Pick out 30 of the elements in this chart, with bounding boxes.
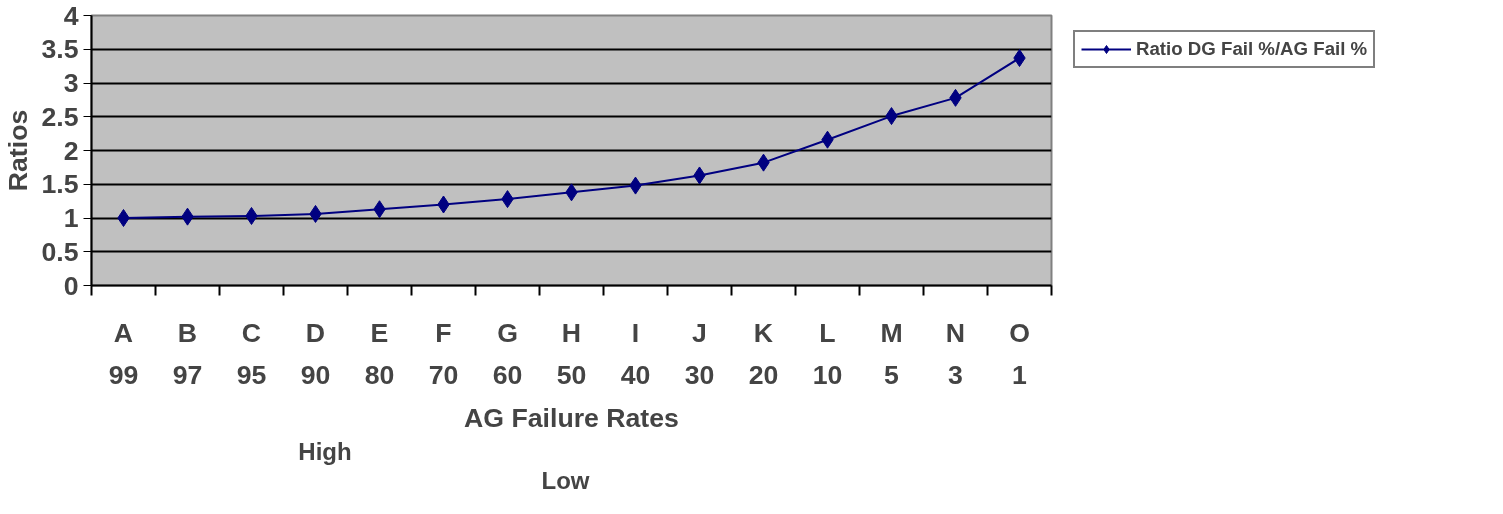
x-tick-label: L 10 xyxy=(812,317,843,390)
x-tick-label: G 60 xyxy=(492,317,523,390)
y-axis-title: Ratios xyxy=(3,109,34,192)
x-tick-label: A 99 xyxy=(108,317,139,390)
x-tick-label: N 3 xyxy=(945,317,966,390)
x-tick-label: I 40 xyxy=(620,317,651,390)
x-tick-label: F 70 xyxy=(428,317,459,390)
x-tick-label: D 90 xyxy=(300,317,331,390)
y-tick-label: 0 xyxy=(63,270,79,301)
x-tick-label: H 50 xyxy=(556,317,587,390)
x-tick-label: C 95 xyxy=(236,317,267,390)
x-tick-label: E 80 xyxy=(364,317,395,390)
x-axis-title: AG Failure Rates xyxy=(464,402,679,433)
legend-label: Ratio DG Fail %/AG Fail % xyxy=(1136,37,1368,60)
x-tick-label: O 1 xyxy=(1009,317,1030,390)
y-tick-label: 0.5 xyxy=(41,236,79,267)
y-tick-label: 3.5 xyxy=(41,34,79,65)
point xyxy=(117,209,130,227)
text: High xyxy=(298,437,352,465)
x-tick-label: B 97 xyxy=(172,317,203,390)
y-tick-label: 1 xyxy=(63,203,79,233)
y-tick-label: 1.5 xyxy=(41,169,79,200)
y-tick-label: 2 xyxy=(63,135,79,166)
x-tick-label: M 5 xyxy=(880,317,903,390)
y-tick-label: 4 xyxy=(63,0,79,31)
x-tick-label: J 30 xyxy=(684,317,715,390)
x-tick-label: K 20 xyxy=(748,317,779,390)
text: Low xyxy=(541,466,590,494)
y-tick-label: 3 xyxy=(63,68,79,98)
y-tick-label: 2.5 xyxy=(41,101,79,132)
